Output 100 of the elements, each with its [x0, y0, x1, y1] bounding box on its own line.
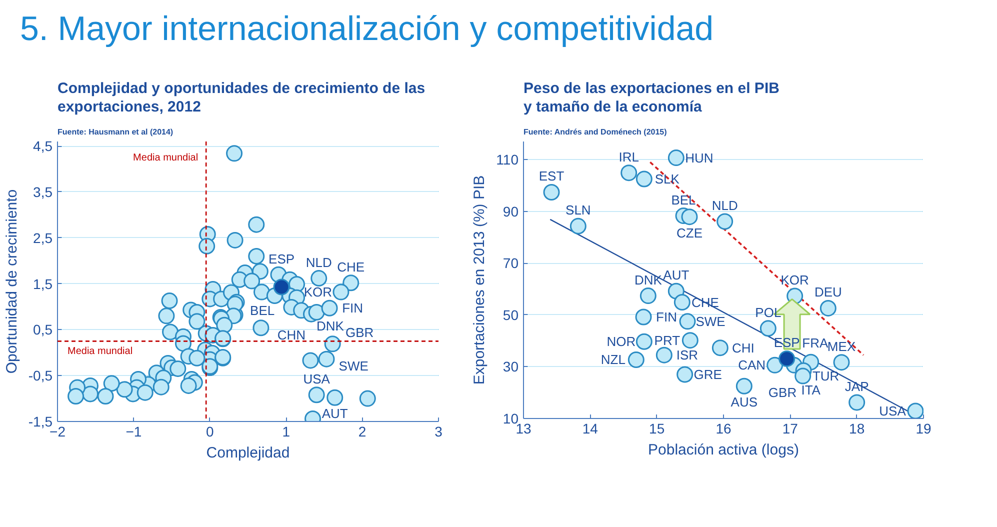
annotation: KOR: [304, 284, 332, 300]
x-tick-label: 16: [716, 420, 732, 436]
x-tick-label: 17: [782, 420, 798, 436]
x-tick-label: 0: [206, 424, 214, 440]
point: [570, 218, 586, 234]
y-tick-label: 0,5: [33, 322, 53, 338]
y-tick-label: 50: [502, 306, 519, 323]
annotation: DNK: [316, 318, 344, 334]
annotation: NOR: [606, 334, 636, 350]
y-tick-label: -0,5: [28, 368, 53, 384]
x-axis-title: Complejidad: [206, 444, 290, 462]
x-axis-title: Población activa (logs): [648, 442, 799, 458]
point: [766, 356, 784, 374]
annotation: NLD: [306, 254, 332, 270]
annotation: FIN: [342, 300, 364, 316]
chart-title: Complejidad y oportunidades de crecimiento de las exportaciones, 2012: [58, 80, 426, 116]
annotation: NZL: [600, 352, 626, 368]
x-tick-label: 14: [582, 420, 598, 436]
annotation: DNK: [634, 272, 662, 288]
annotation: TUR: [812, 368, 840, 384]
point: [636, 333, 652, 350]
y-tick-label: 2,5: [33, 230, 53, 246]
y-tick-label: 1,5: [33, 276, 53, 292]
point: [635, 308, 652, 326]
point: [712, 340, 728, 356]
annotation: EST: [538, 168, 564, 184]
annotation: SLK: [654, 172, 680, 187]
chart-title: Peso de las exportaciones en el PIB y tamaño de la economía: [524, 80, 780, 116]
annotation: BEL: [250, 302, 275, 318]
point: [682, 332, 698, 349]
annotation: CHE: [337, 259, 365, 274]
annotation: POL: [755, 304, 782, 320]
annotation: GBR: [768, 385, 797, 400]
annotation: AUT: [322, 406, 348, 422]
y-tick-label: 110: [496, 152, 519, 168]
point: [656, 346, 672, 364]
ref-line-label: Media mundial: [68, 346, 133, 358]
point: [676, 366, 694, 383]
annotation: MEX: [827, 338, 856, 354]
x-tick-label: −1: [126, 424, 142, 440]
annotation: BEL: [671, 192, 696, 208]
point: [628, 352, 644, 368]
y-tick-label: -1,5: [28, 414, 53, 430]
annotation: IRL: [618, 149, 639, 164]
x-tick-label: 3: [434, 424, 443, 440]
point: [543, 184, 560, 200]
point: [681, 208, 698, 226]
annotation: KOR: [780, 272, 809, 288]
annotation: SWE: [338, 358, 369, 374]
point: [679, 313, 696, 330]
x-tick-label: 2: [358, 424, 366, 440]
annotation: ISR: [676, 348, 698, 363]
annotation: ITA: [801, 382, 821, 398]
annotation: SLN: [566, 202, 591, 218]
point: [668, 150, 684, 166]
annotation: CHN: [277, 328, 306, 343]
annotation: AUT: [663, 268, 690, 283]
annotation: USA: [303, 371, 330, 386]
annotation: CHI: [732, 340, 754, 356]
point: [907, 402, 924, 418]
point: [848, 394, 866, 411]
x-tick-label: 19: [916, 420, 932, 436]
point: [636, 170, 652, 188]
point: [620, 164, 638, 182]
annotation: SWE: [696, 314, 726, 329]
point: [674, 294, 690, 310]
annotation: PRT: [654, 332, 680, 348]
point: [778, 350, 796, 367]
chart-subtitle: Fuente: Andrés and Doménech (2015): [524, 128, 668, 136]
x-tick-label: 15: [649, 420, 665, 436]
annotation: FIN: [656, 310, 677, 325]
point: [640, 288, 656, 304]
annotation: GRE: [694, 366, 722, 382]
point: [794, 368, 812, 384]
annotation: CZE: [676, 225, 703, 240]
y-tick-label: 4,5: [33, 138, 53, 154]
annotation: GBR: [345, 324, 374, 340]
y-tick-label: 70: [502, 255, 519, 272]
annotation: FRA: [802, 336, 828, 351]
point: [736, 378, 752, 394]
point: [820, 300, 836, 316]
annotation: DEU: [814, 284, 842, 300]
y-tick-label: 3,5: [33, 184, 53, 200]
annotation: HUN: [685, 150, 714, 166]
point: [716, 213, 734, 230]
ref-line-label: Media mundial: [133, 152, 198, 164]
annotation: ESP: [268, 252, 295, 267]
annotation: CAN: [738, 358, 766, 373]
annotation: NLD: [712, 198, 738, 213]
y-tick-label: 30: [502, 358, 519, 375]
x-tick-label: 1: [282, 424, 290, 440]
y-axis-title: Oportunidad de crecimiento: [3, 189, 20, 374]
y-tick-label: 90: [502, 203, 519, 220]
x-tick-label: 18: [849, 420, 865, 436]
annotation: AUS: [730, 394, 758, 410]
point: [833, 354, 850, 371]
point: [760, 320, 776, 337]
text: 5. Mayor internacionalización y competitividad: [20, 9, 714, 50]
annotation: USA: [879, 403, 906, 418]
y-axis-title: Exportaciones en 2013 (%) PIB: [471, 175, 488, 385]
